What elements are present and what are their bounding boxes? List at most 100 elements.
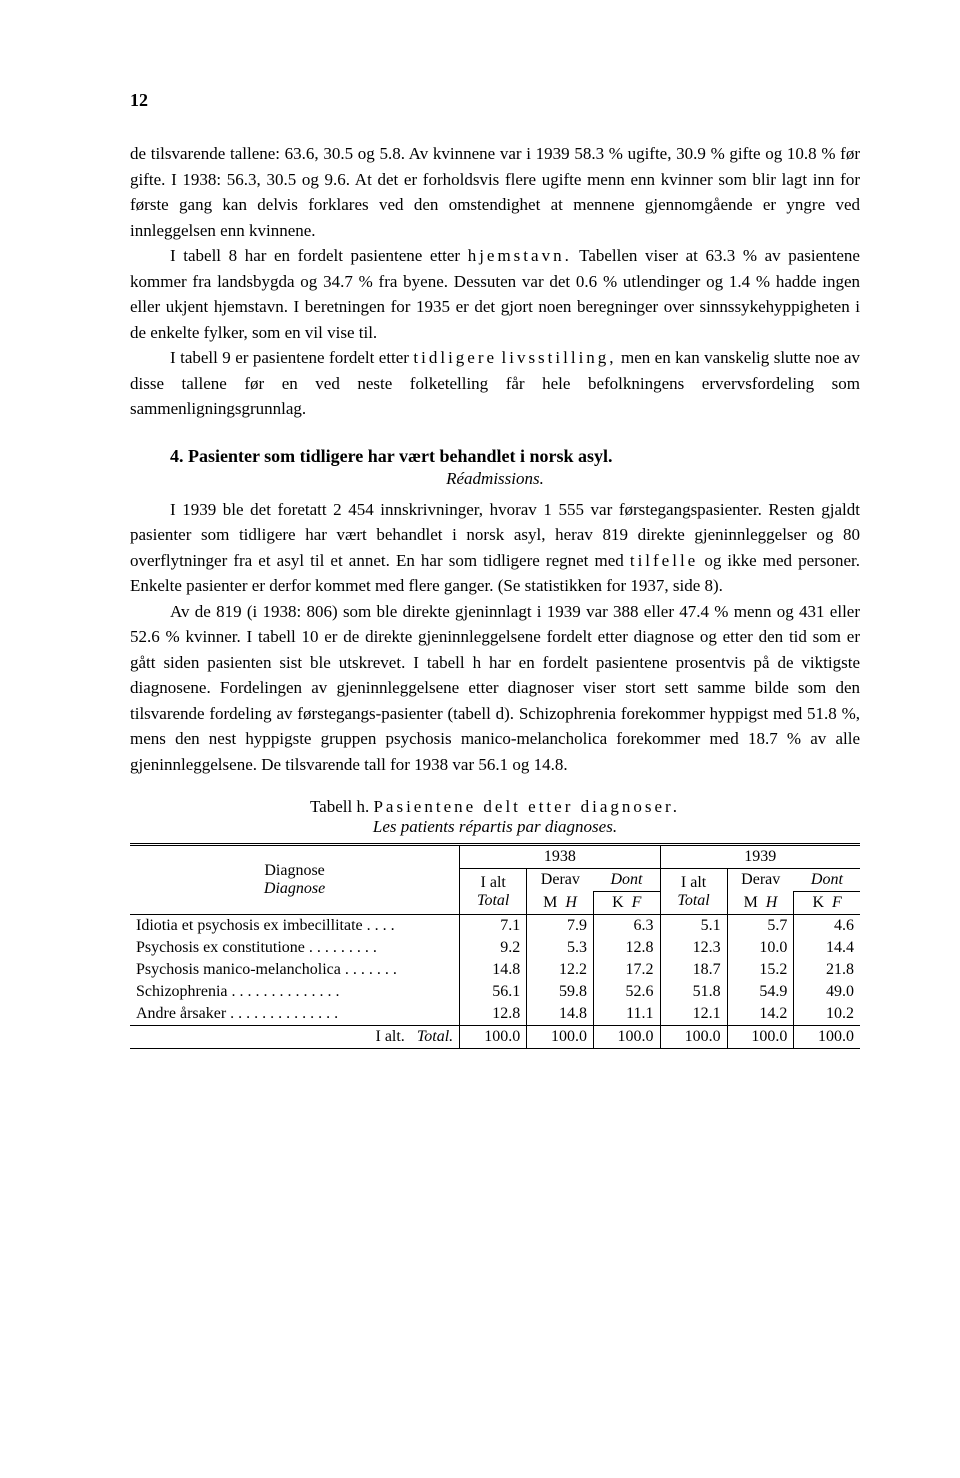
row-2-dots: . . . . . . .	[345, 961, 397, 978]
cell: 21.8	[794, 959, 860, 981]
th-ialt-1938-label: I alt	[481, 874, 506, 891]
th-kf-1939: K F	[794, 892, 860, 915]
row-3-label: Schizophrenia	[136, 983, 228, 1000]
table-total-row: I alt. Total. 100.0 100.0 100.0 100.0 10…	[130, 1026, 860, 1049]
th-f-1938: F	[632, 894, 642, 911]
section-4-heading: 4. Pasienter som tidligere har vært beha…	[130, 446, 860, 467]
total-label-it: Total.	[417, 1028, 453, 1045]
total-label: I alt.	[375, 1028, 404, 1045]
cell: 5.7	[727, 915, 794, 938]
th-diagnose: Diagnose Diagnose	[130, 845, 460, 915]
cell: 59.8	[527, 981, 594, 1003]
th-dont-1939: Dont	[794, 869, 860, 892]
cell: 12.8	[593, 937, 660, 959]
cell: 11.1	[593, 1003, 660, 1026]
cell: 7.9	[527, 915, 594, 938]
p3-a: I tabell 9 er pasientene fordelt etter	[170, 348, 413, 367]
cell: 12.2	[527, 959, 594, 981]
th-total-1938: Total	[477, 892, 509, 909]
table-row: Psychosis manico-melancholica . . . . . …	[130, 959, 860, 981]
section-4-sub: Réadmissions.	[130, 469, 860, 489]
th-1938: 1938	[460, 845, 660, 869]
row-label: Psychosis ex constitutione . . . . . . .…	[130, 937, 460, 959]
paragraph-1: de tilsvarende tallene: 63.6, 30.5 og 5.…	[130, 141, 860, 243]
table-h-caption-spaced: Pasientene delt etter diagnoser.	[373, 797, 680, 816]
row-1-label: Psychosis ex constitutione	[136, 939, 305, 956]
cell: 100.0	[593, 1026, 660, 1049]
th-diagnose-label: Diagnose	[264, 862, 324, 879]
cell: 54.9	[727, 981, 794, 1003]
th-ialt-1939-label: I alt	[681, 874, 706, 891]
page: 12 de tilsvarende tallene: 63.6, 30.5 og…	[0, 0, 960, 1129]
th-derav-1939: Derav	[727, 869, 794, 892]
table-h: Diagnose Diagnose 1938 1939 I alt Total …	[130, 843, 860, 1049]
cell: 4.6	[794, 915, 860, 938]
paragraph-5: Av de 819 (i 1938: 806) som ble direkte …	[130, 599, 860, 778]
cell: 100.0	[794, 1026, 860, 1049]
cell: 14.2	[727, 1003, 794, 1026]
cell: 6.3	[593, 915, 660, 938]
body-text: de tilsvarende tallene: 63.6, 30.5 og 5.…	[130, 141, 860, 777]
p4-spaced: tilfelle	[630, 551, 698, 570]
row-2-label: Psychosis manico-melancholica	[136, 961, 341, 978]
th-m-1938: M	[543, 894, 557, 911]
table-header-row-1: Diagnose Diagnose 1938 1939	[130, 845, 860, 869]
th-derav-1938: Derav	[527, 869, 594, 892]
cell: 49.0	[794, 981, 860, 1003]
th-ialt-1939: I alt Total	[660, 869, 727, 915]
cell: 56.1	[460, 981, 527, 1003]
cell: 51.8	[660, 981, 727, 1003]
cell: 14.8	[527, 1003, 594, 1026]
cell: 100.0	[460, 1026, 527, 1049]
cell: 12.3	[660, 937, 727, 959]
table-h-caption-prefix: Tabell h.	[310, 797, 373, 816]
cell: 100.0	[660, 1026, 727, 1049]
th-mh-1938: M H	[527, 892, 594, 915]
row-3-dots: . . . . . . . . . . . . . .	[232, 983, 340, 1000]
p3-spaced-2: livsstilling,	[502, 348, 617, 367]
cell: 12.1	[660, 1003, 727, 1026]
cell: 12.8	[460, 1003, 527, 1026]
table-h-caption: Tabell h. Pasientene delt etter diagnose…	[130, 797, 860, 817]
p3-spaced-1: tidligere	[413, 348, 497, 367]
th-kf-1938: K F	[593, 892, 660, 915]
th-1939: 1939	[660, 845, 860, 869]
th-f-1939: F	[832, 894, 842, 911]
cell: 15.2	[727, 959, 794, 981]
cell: 7.1	[460, 915, 527, 938]
cell: 100.0	[527, 1026, 594, 1049]
cell: 14.8	[460, 959, 527, 981]
p2-spaced: hjemstavn.	[468, 246, 572, 265]
row-label: Idiotia et psychosis ex imbecillitate . …	[130, 915, 460, 938]
total-label-cell: I alt. Total.	[130, 1026, 460, 1049]
row-label: Psychosis manico-melancholica . . . . . …	[130, 959, 460, 981]
table-h-subcaption: Les patients répartis par diagnoses.	[130, 817, 860, 837]
th-k-1938: K	[612, 894, 624, 911]
cell: 5.1	[660, 915, 727, 938]
p2-a: I tabell 8 har en fordelt pasientene ett…	[170, 246, 468, 265]
th-ialt-1938: I alt Total	[460, 869, 527, 915]
paragraph-2: I tabell 8 har en fordelt pasientene ett…	[130, 243, 860, 345]
cell: 100.0	[727, 1026, 794, 1049]
th-h-1939: H	[766, 894, 778, 911]
cell: 17.2	[593, 959, 660, 981]
th-m-1939: M	[744, 894, 758, 911]
row-1-dots: . . . . . . . . .	[309, 939, 377, 956]
th-k-1939: K	[812, 894, 824, 911]
th-dont-1938: Dont	[593, 869, 660, 892]
row-0-dots: . . . .	[367, 917, 395, 934]
th-total-1939: Total	[677, 892, 709, 909]
th-h-1938: H	[565, 894, 577, 911]
th-diagnose-it: Diagnose	[264, 880, 325, 897]
row-label: Schizophrenia . . . . . . . . . . . . . …	[130, 981, 460, 1003]
paragraph-3: I tabell 9 er pasientene fordelt etter t…	[130, 345, 860, 422]
cell: 10.0	[727, 937, 794, 959]
table-row: Psychosis ex constitutione . . . . . . .…	[130, 937, 860, 959]
cell: 18.7	[660, 959, 727, 981]
table-row: Schizophrenia . . . . . . . . . . . . . …	[130, 981, 860, 1003]
paragraph-4: I 1939 ble det foretatt 2 454 innskrivni…	[130, 497, 860, 599]
table-row: Idiotia et psychosis ex imbecillitate . …	[130, 915, 860, 938]
table-row: Andre årsaker . . . . . . . . . . . . . …	[130, 1003, 860, 1026]
row-0-label: Idiotia et psychosis ex imbecillitate	[136, 917, 363, 934]
page-number: 12	[130, 90, 860, 111]
